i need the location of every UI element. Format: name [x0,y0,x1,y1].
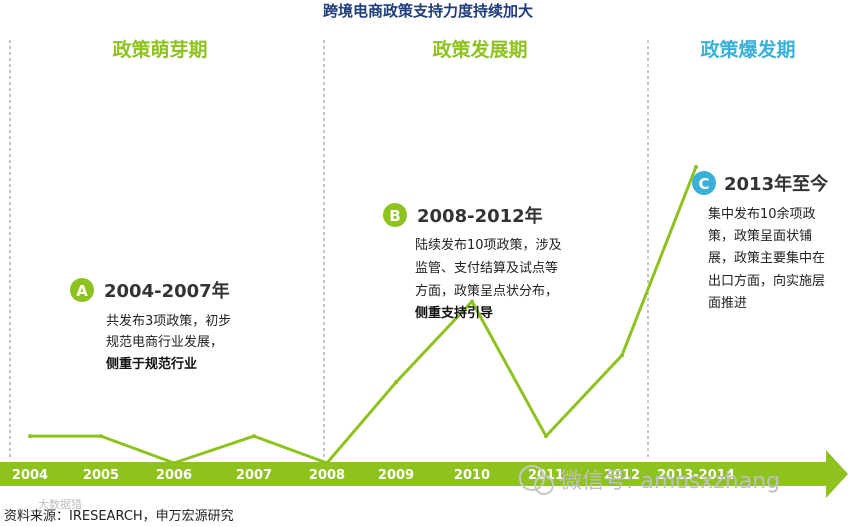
badge-c-icon [692,171,716,195]
annotation-a-label: 2004-2007年 [104,280,230,302]
watermark: 微信号: amosxzhang 大数据猎 [38,465,780,511]
data-point-8 [620,353,624,358]
x-axis-arrow [0,450,848,498]
annotation-b: B 2008-2012年 陆续发布10项政策，涉及 监管、支付结算及试点等 方面… [383,203,562,321]
phase-label-2: 政策发展期 [432,38,527,61]
x-tick-label-8: 2012 [604,468,640,483]
x-tick-label-6: 2010 [454,468,490,483]
data-point-1 [99,434,103,439]
annotation-c-line-4: 出口方面，向实施层 [708,273,825,289]
annotation-c-line-2: 策，政策呈面状铺 [708,228,812,244]
annotation-a: A 2004-2007年 共发布3项政策，初步 规范电商行业发展， 侧重于规范行… [70,278,231,372]
annotation-c-label: 2013年至今 [724,173,829,195]
annotation-c-line-3: 展，政策主要集中在 [708,250,825,266]
x-tick-label-2: 2006 [156,468,192,483]
annotation-a-bold: 侧重于规范行业 [106,356,197,372]
data-point-0 [28,434,32,439]
data-point-3 [252,434,256,439]
chart-title: 跨境电商政策支持力度持续加大 [323,2,533,20]
phase-label-1: 政策萌芽期 [112,38,207,61]
data-point-6 [470,299,474,304]
annotation-b-line-3: 方面，政策呈点状分布， [415,283,558,299]
badge-c-letter: C [698,175,709,193]
watermark-small: 大数据猎 [38,497,82,511]
annotation-a-line-2: 规范电商行业发展， [106,334,223,350]
badge-b-letter: B [389,207,400,225]
annotation-b-line-2: 监管、支付结算及试点等 [415,260,558,276]
x-tick-label-1: 2005 [83,468,119,483]
data-point-4 [325,461,329,465]
data-point-5 [394,380,398,385]
source-note: 资料来源：IRESEARCH，申万宏源研究 [4,509,234,524]
badge-b-icon [383,203,407,227]
annotation-a-line-1: 共发布3项政策，初步 [106,313,231,329]
annotation-b-bold: 侧重支持引导 [415,305,493,321]
data-point-7 [544,434,548,439]
data-point-9 [694,164,698,169]
annotation-c-line-5: 面推进 [708,296,747,311]
x-tick-label-3: 2007 [236,468,272,483]
x-tick-label-0: 2004 [12,468,48,483]
x-tick-label-5: 2009 [378,468,414,483]
phase-label-3: 政策爆发期 [700,38,795,61]
badge-a-icon [70,278,94,302]
data-point-2 [172,461,176,465]
x-tick-label-9: 2013-2014 [657,468,735,483]
annotation-c: C 2013年至今 集中发布10余项政 策，政策呈面状铺 展，政策主要集中在 出… [692,171,829,311]
annotation-b-label: 2008-2012年 [417,205,543,227]
badge-a-letter: A [76,282,88,300]
series-line [30,166,698,465]
annotation-b-line-1: 陆续发布10项政策，涉及 [415,237,562,253]
wechat-icon [519,465,545,491]
wechat-icon-2 [534,475,554,495]
x-tick-label-4: 2008 [309,468,345,483]
annotation-c-line-1: 集中发布10余项政 [708,206,816,222]
watermark-text: 微信号: amosxzhang [560,469,780,494]
